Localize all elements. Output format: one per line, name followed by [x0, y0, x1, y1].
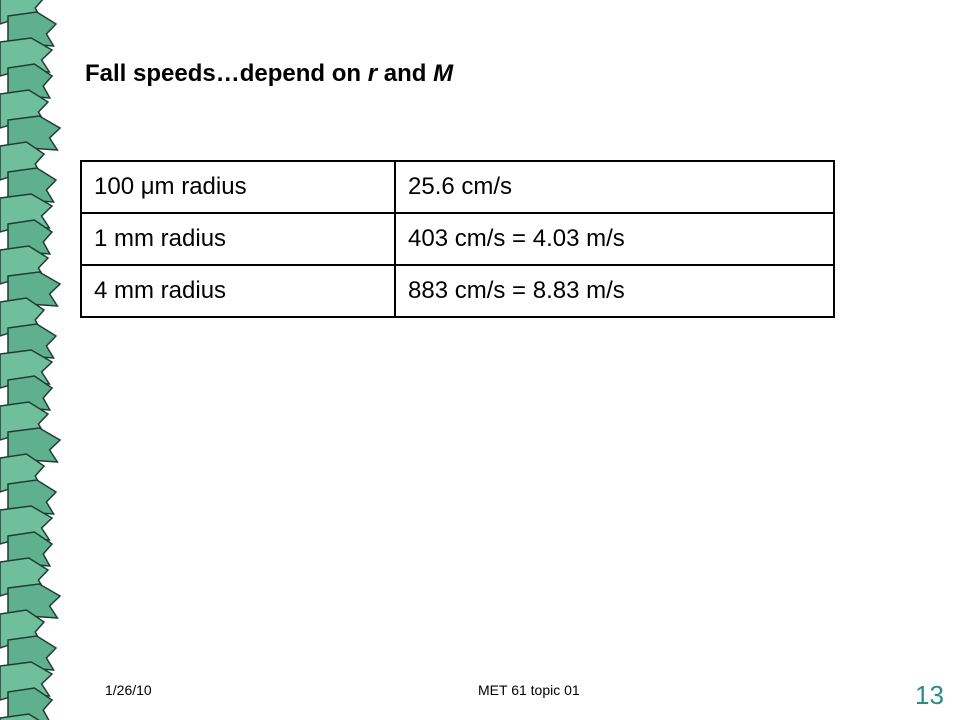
table-cell: 403 cm/s = 4.03 m/s — [394, 212, 835, 266]
footer-topic: MET 61 topic 01 — [478, 682, 580, 698]
table-cell: 100 μm radius — [80, 160, 396, 214]
title-text: Fall speeds…depend on — [85, 60, 368, 87]
title-text: and — [377, 60, 434, 87]
page-number: 13 — [915, 680, 944, 710]
table-row: 4 mm radius 883 cm/s = 8.83 m/s — [80, 264, 835, 318]
title-text: M — [433, 60, 454, 87]
table-row: 100 μm radius 25.6 cm/s — [80, 160, 835, 214]
data-table: 100 μm radius 25.6 cm/s 1 mm radius 403 cm… — [80, 160, 835, 318]
slide-title: Fall speeds…depend on r and M — [85, 60, 453, 88]
leaf-shape — [7, 687, 54, 720]
table-cell: 1 mm radius — [80, 212, 396, 266]
table-cell: 25.6 cm/s — [394, 160, 835, 214]
leaf-shape — [0, 713, 40, 720]
footer-date: 1/26/10 — [105, 682, 152, 698]
table-row: 1 mm radius 403 cm/s = 4.03 m/s — [80, 212, 835, 266]
table-cell: 4 mm radius — [80, 264, 396, 318]
title-text: r — [367, 60, 378, 87]
table-cell: 883 cm/s = 8.83 m/s — [394, 264, 835, 318]
decorative-border — [0, 0, 62, 720]
